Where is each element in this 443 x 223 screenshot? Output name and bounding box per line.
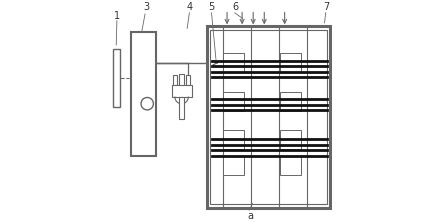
Bar <box>210 30 327 204</box>
Bar <box>186 75 190 87</box>
Bar <box>280 130 301 149</box>
Bar <box>280 53 301 72</box>
Text: 5: 5 <box>208 2 215 12</box>
Bar <box>223 53 244 72</box>
Bar <box>113 50 120 107</box>
Text: 1: 1 <box>114 11 120 21</box>
Bar <box>280 92 301 111</box>
Text: 4: 4 <box>187 2 192 12</box>
Bar <box>223 92 244 111</box>
Bar <box>131 32 156 156</box>
Text: 3: 3 <box>143 2 149 12</box>
Text: a: a <box>247 211 253 221</box>
Text: 6: 6 <box>233 2 239 12</box>
Bar <box>173 75 177 87</box>
Bar <box>280 156 301 175</box>
Text: 7: 7 <box>324 2 330 12</box>
Bar <box>223 130 244 149</box>
Bar <box>179 97 184 119</box>
Bar <box>179 74 184 87</box>
Bar <box>207 26 330 208</box>
Bar <box>171 85 191 97</box>
Bar <box>223 156 244 175</box>
